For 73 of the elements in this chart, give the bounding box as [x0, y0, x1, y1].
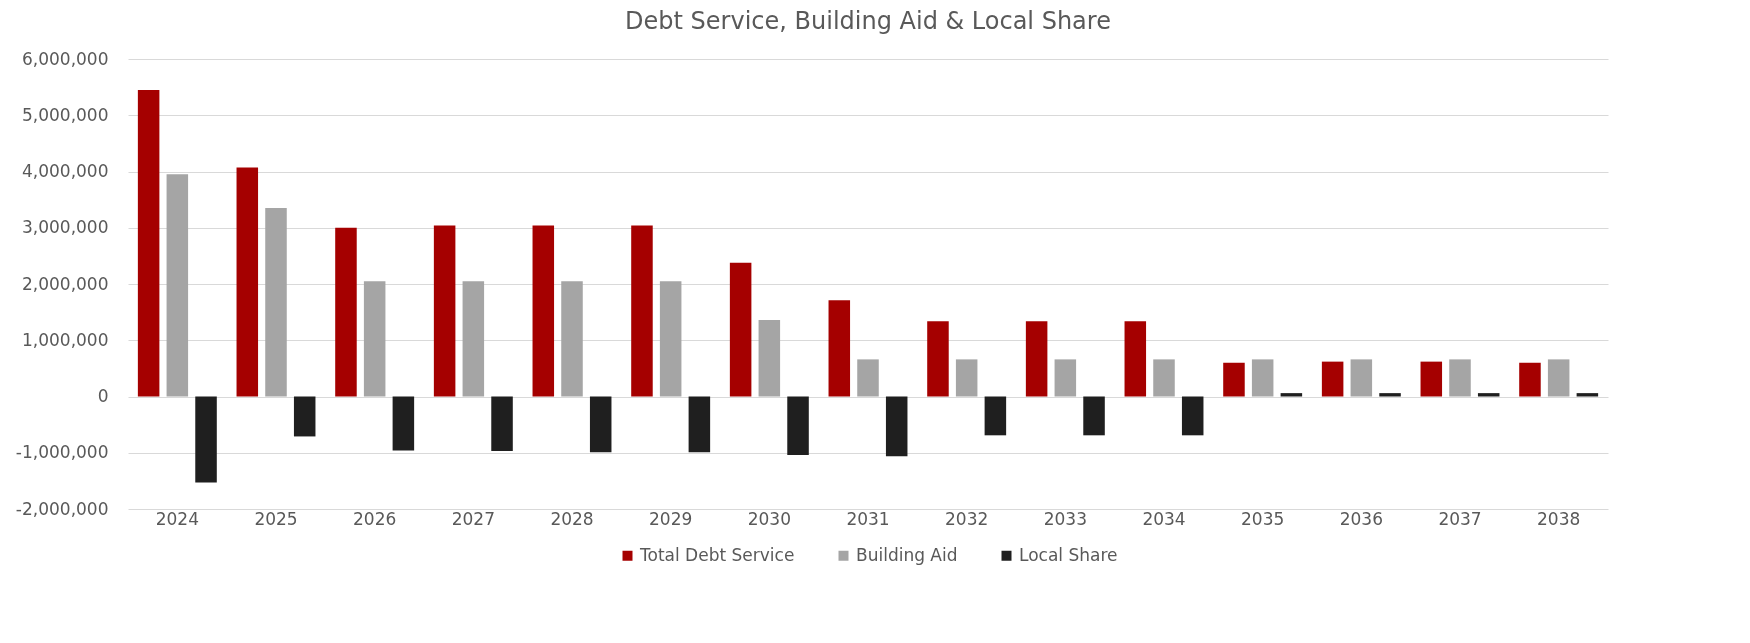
- bar: [1223, 362, 1245, 397]
- bar: [1379, 393, 1401, 397]
- bar: [293, 396, 316, 437]
- bar: [1124, 321, 1147, 397]
- y-tick-label: 2,000,000: [21, 273, 109, 294]
- legend-label: Total Debt Service: [639, 544, 795, 565]
- bar: [1083, 396, 1105, 436]
- bar: [1477, 393, 1500, 397]
- bar: [984, 396, 1007, 436]
- x-tick-label: 2037: [1438, 508, 1482, 529]
- bar: [1181, 396, 1204, 436]
- bar: [1321, 361, 1344, 397]
- x-tick-label: 2024: [155, 508, 199, 529]
- bar: [885, 396, 908, 457]
- bar: [1350, 359, 1373, 397]
- y-tick-label: 5,000,000: [21, 104, 109, 125]
- x-tick-label: 2032: [945, 508, 989, 529]
- bar: [561, 281, 583, 397]
- bar: [857, 359, 879, 397]
- bar: [433, 225, 456, 397]
- x-tick-label: 2029: [649, 508, 693, 529]
- bar: [532, 225, 555, 397]
- bar: [631, 225, 653, 397]
- bar: [1576, 393, 1599, 397]
- bar: [462, 281, 485, 397]
- bar: [236, 167, 259, 397]
- bar: [1153, 359, 1175, 397]
- bar: [927, 321, 949, 397]
- bar: [265, 208, 287, 397]
- bar: [1449, 359, 1471, 397]
- x-tick-label: 2033: [1043, 508, 1087, 529]
- y-tick-label: 3,000,000: [21, 217, 109, 238]
- bar: [166, 174, 189, 397]
- bar: [1251, 359, 1274, 397]
- bar: [787, 396, 809, 455]
- x-tick-label: 2026: [353, 508, 397, 529]
- x-tick-label: 2027: [451, 508, 495, 529]
- bar: [758, 320, 781, 397]
- x-tick-label: 2030: [747, 508, 791, 529]
- bar: [392, 396, 415, 451]
- bar: [335, 227, 357, 397]
- bar: [195, 396, 217, 483]
- y-tick-label: 4,000,000: [21, 161, 109, 181]
- bar: [1025, 321, 1048, 397]
- bar: [363, 281, 386, 397]
- bar: [1519, 362, 1541, 397]
- bar: [659, 281, 682, 397]
- bar: [955, 359, 978, 397]
- y-tick-label: -2,000,000: [15, 498, 109, 519]
- y-tick-label: 6,000,000: [21, 48, 109, 69]
- x-tick-label: 2025: [254, 508, 298, 529]
- y-tick-label: 1,000,000: [21, 329, 109, 350]
- legend-label: Local Share: [1019, 544, 1118, 565]
- y-tick-label: -1,000,000: [15, 442, 109, 463]
- bar: [491, 396, 513, 452]
- bar: [729, 262, 752, 397]
- bar: [828, 300, 851, 397]
- bar: [1054, 359, 1077, 397]
- bar: [589, 396, 612, 453]
- bar: [1280, 393, 1303, 397]
- x-tick-label: 2036: [1339, 508, 1383, 529]
- x-tick-label: 2034: [1142, 508, 1186, 529]
- x-tick-label: 2028: [550, 508, 594, 529]
- x-tick-label: 2038: [1537, 508, 1581, 529]
- bar: [1547, 359, 1570, 397]
- x-tick-label: 2035: [1241, 508, 1285, 529]
- bar: [1420, 361, 1443, 397]
- bar: [137, 89, 160, 397]
- y-tick-label: 0: [97, 386, 109, 406]
- legend-label: Building Aid: [856, 544, 958, 565]
- chart-title: Debt Service, Building Aid & Local Share: [625, 7, 1111, 35]
- bar: [688, 396, 711, 453]
- x-tick-label: 2031: [846, 508, 890, 529]
